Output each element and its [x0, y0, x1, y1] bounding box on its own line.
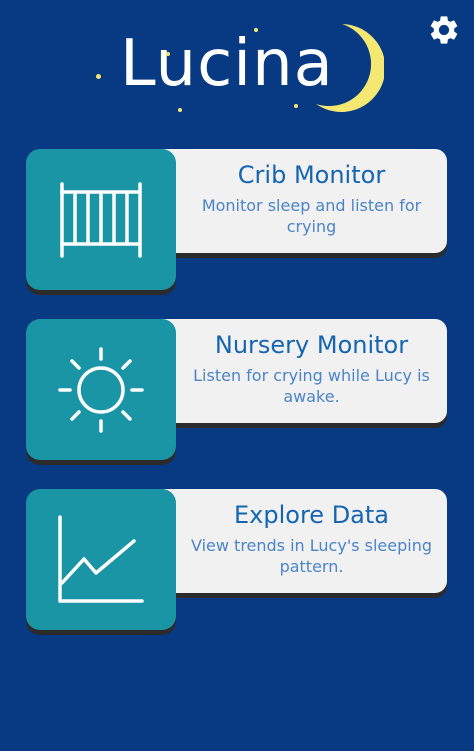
card-panel [146, 489, 447, 593]
card-subtitle: Monitor sleep and listen for crying [201, 196, 422, 236]
gear-icon [430, 16, 458, 44]
app-logo-text: Lucina [120, 27, 334, 101]
crib-icon [60, 181, 142, 258]
explore-data-card[interactable]: Explore Data View trends in Lucy's sleep… [26, 489, 447, 635]
crib-monitor-card[interactable]: Crib Monitor Monitor sleep and listen fo… [26, 149, 447, 295]
star-icon [294, 104, 298, 108]
card-title: Crib Monitor [237, 161, 386, 189]
star-icon [96, 74, 101, 79]
card-icon-tile [26, 319, 176, 460]
moon-icon [316, 24, 384, 112]
card-title: Nursery Monitor [214, 331, 409, 359]
line-chart-icon [58, 514, 144, 603]
card-title: Explore Data [234, 501, 389, 529]
star-icon [178, 108, 182, 112]
nursery-monitor-card[interactable]: Nursery Monitor Listen for crying while … [26, 319, 447, 465]
card-subtitle: Listen for crying while Lucy is awake. [193, 366, 430, 406]
app-logo: Lucina [90, 18, 390, 118]
sun-icon [58, 346, 144, 433]
card-panel [146, 149, 447, 253]
card-icon-tile [26, 149, 176, 290]
card-panel [146, 319, 447, 423]
card-icon-tile [26, 489, 176, 630]
star-icon [166, 52, 170, 56]
card-subtitle: View trends in Lucy's sleeping pattern. [190, 536, 432, 576]
settings-button[interactable] [426, 12, 462, 48]
star-icon [254, 28, 258, 32]
